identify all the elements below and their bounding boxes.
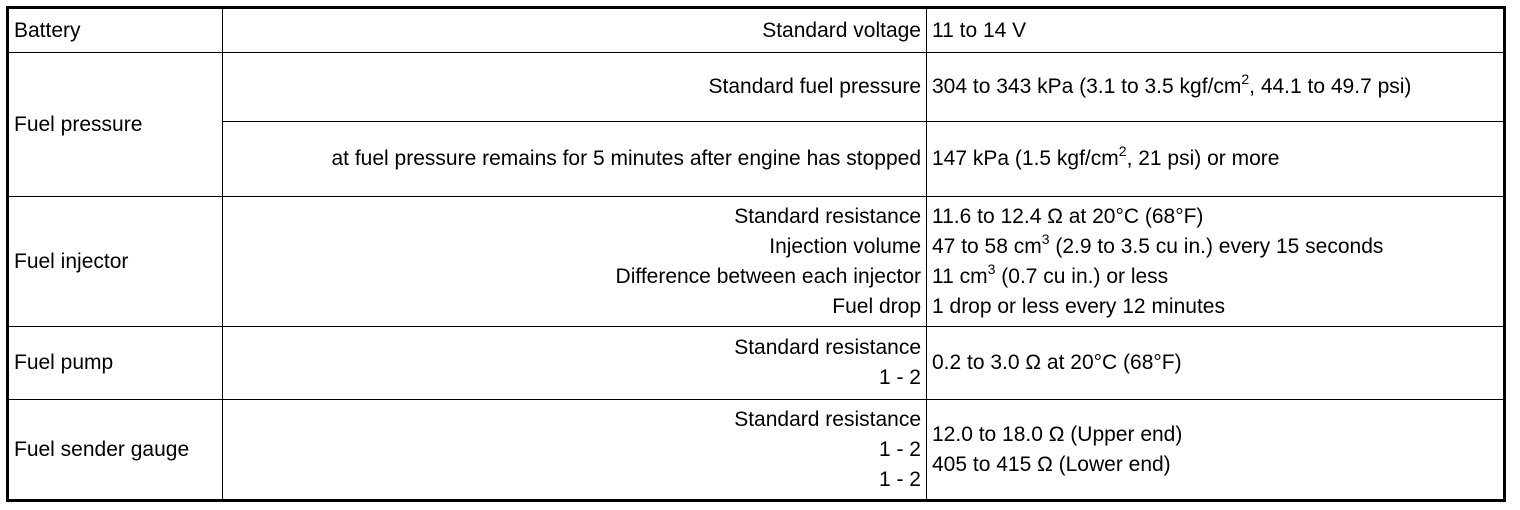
condition-label: Injection volume (769, 234, 921, 258)
condition-label: Difference between each injector (615, 264, 921, 288)
condition-label: Standard resistance (734, 407, 921, 431)
value-text: 47 to 58 cm3 (2.9 to 3.5 cu in.) every 1… (932, 230, 1384, 258)
component-label: Fuel injector (14, 249, 129, 273)
condition-cell: Standard fuel pressure (222, 52, 927, 122)
value-text: 405 to 415 Ω (Lower end) (932, 452, 1171, 476)
condition-label: Standard resistance (734, 204, 921, 228)
table-row-fuel-sender-gauge: Fuel sender gauge Standard resistance 1 … (7, 399, 1505, 501)
condition-label: Standard fuel pressure (708, 75, 921, 99)
component-cell: Fuel injector (7, 195, 223, 328)
value-text: 11 cm3 (0.7 cu in.) or less (932, 260, 1169, 288)
component-cell: Fuel pressure (7, 52, 223, 197)
component-cell: Fuel pump (7, 326, 223, 401)
value-cell: 304 to 343 kPa (3.1 to 3.5 kgf/cm2, 44.1… (926, 52, 1505, 122)
condition-label: at fuel pressure remains for 5 minutes a… (331, 146, 922, 170)
component-label: Fuel pump (14, 351, 114, 375)
value-cell: 0.2 to 3.0 Ω at 20°C (68°F) (926, 326, 1505, 401)
condition-label: Standard resistance (734, 336, 921, 360)
value-cell: 12.0 to 18.0 Ω (Upper end) 405 to 415 Ω … (926, 399, 1505, 501)
value-text: 11.6 to 12.4 Ω at 20°C (68°F) (932, 204, 1204, 228)
condition-cell: at fuel pressure remains for 5 minutes a… (222, 121, 927, 197)
value-cell: 11 to 14 V (926, 6, 1505, 54)
terminal-label: 1 - 2 (878, 366, 921, 390)
value-cell: 11.6 to 12.4 Ω at 20°C (68°F) 47 to 58 c… (926, 195, 1505, 328)
value-text: 0.2 to 3.0 Ω at 20°C (68°F) (932, 351, 1182, 375)
condition-cell: Standard resistance 1 - 2 (222, 326, 927, 401)
component-cell: Battery (7, 6, 223, 54)
value-text: 147 kPa (1.5 kgf/cm2, 21 psi) or more (932, 142, 1280, 170)
condition-cell: Standard resistance Injection volume Dif… (222, 195, 927, 328)
table-row-fuel-injector: Fuel injector Standard resistance Inject… (7, 195, 1505, 328)
condition-cell: Standard resistance 1 - 2 1 - 2 (222, 399, 927, 501)
value-text: 1 drop or less every 12 minutes (932, 294, 1225, 318)
terminal-label: 1 - 2 (878, 437, 921, 461)
table-row-battery: Battery Standard voltage 11 to 14 V (7, 6, 1505, 54)
condition-label: Standard voltage (762, 18, 921, 42)
condition-cell: Standard voltage (222, 6, 927, 54)
component-label: Fuel pressure (14, 112, 143, 136)
table-row-fuel-pump: Fuel pump Standard resistance 1 - 2 0.2 … (7, 326, 1505, 401)
value-text: 304 to 343 kPa (3.1 to 3.5 kgf/cm2, 44.1… (932, 71, 1412, 99)
specification-table: Battery Standard voltage 11 to 14 V Fuel… (6, 6, 1506, 502)
terminal-label: 1 - 2 (878, 467, 921, 491)
value-cell: 147 kPa (1.5 kgf/cm2, 21 psi) or more (926, 121, 1505, 197)
condition-label: Fuel drop (832, 294, 921, 318)
component-label: Fuel sender gauge (14, 437, 190, 461)
value-text: 11 to 14 V (932, 18, 1027, 42)
value-text: 12.0 to 18.0 Ω (Upper end) (932, 422, 1183, 446)
component-label: Battery (14, 18, 81, 42)
table-row-fuel-pressure-standard: Fuel pressure Standard fuel pressure 304… (7, 52, 1505, 197)
table-row-fuel-pressure-remain: at fuel pressure remains for 5 minutes a… (8, 121, 1505, 197)
component-cell: Fuel sender gauge (7, 399, 223, 501)
